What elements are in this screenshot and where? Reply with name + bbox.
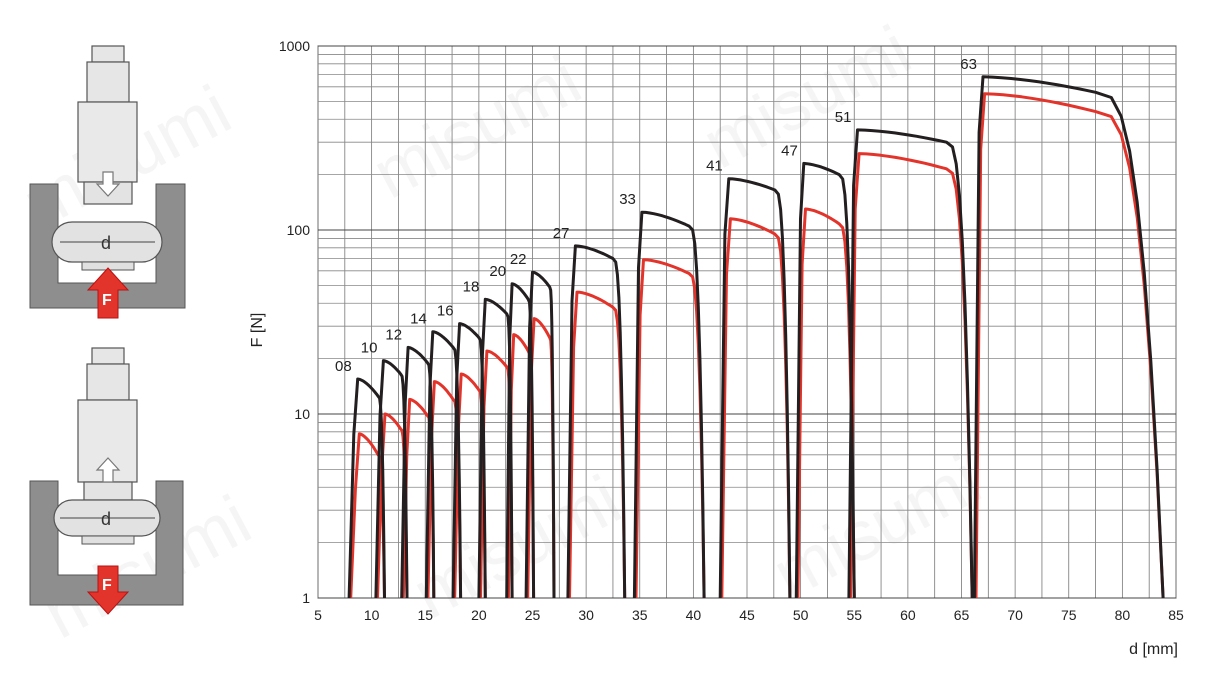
plunger-tip	[91, 45, 125, 63]
size-label-16: 16	[437, 303, 454, 320]
chart: 5 10 15 20 25 30 35 40 45 50 55 60 65 70 75 80 85 110100…	[249, 38, 1184, 658]
plunger-shaft-2	[86, 363, 130, 401]
curve-dark-08	[347, 377, 386, 599]
x-tick-label: 55	[846, 607, 862, 623]
diagram-push-in: d F	[29, 45, 186, 319]
size-label-18: 18	[463, 278, 480, 295]
size-label-10: 10	[361, 340, 378, 357]
size-label-33: 33	[619, 191, 636, 208]
curve-dark-12	[400, 345, 436, 599]
curve-dark-33	[632, 210, 706, 599]
curve-red-33	[634, 258, 706, 599]
force-arrow-up-icon	[86, 267, 130, 319]
d-label-2: d	[101, 509, 111, 529]
force-label-top: F	[102, 292, 112, 309]
size-label-41: 41	[706, 158, 723, 175]
curve-dark-51	[847, 128, 974, 599]
curve-red-63	[974, 92, 1165, 599]
x-tick-label: 5	[314, 607, 322, 623]
curve-dark-41	[718, 177, 792, 599]
x-tick-labels: 5 10 15 20 25 30 35 40 45 50 55 60 65 70 75 80 85	[314, 607, 1184, 623]
size-label-12: 12	[385, 326, 402, 343]
curve-dark-63	[972, 75, 1165, 599]
y-tick-label: 1000	[279, 38, 310, 54]
size-label-20: 20	[489, 263, 506, 280]
watermark-text-2: misumi	[360, 40, 592, 213]
size-label-63: 63	[960, 56, 977, 73]
curve-dark-27	[566, 244, 627, 599]
x-tick-label: 50	[793, 607, 809, 623]
y-tick-labels: 1 10 100 1000	[279, 38, 310, 606]
x-tick-label: 60	[900, 607, 916, 623]
plunger-body	[77, 101, 138, 183]
plunger-tip-2	[91, 347, 125, 365]
force-arrow-down-icon	[86, 565, 130, 615]
series-dark	[347, 75, 1165, 599]
x-tick-label: 80	[1115, 607, 1131, 623]
ball-lower-2	[81, 535, 135, 545]
x-tick-label: 40	[686, 607, 702, 623]
y-tick-label: 10	[294, 406, 310, 422]
x-tick-label: 15	[417, 607, 433, 623]
size-label-27: 27	[553, 225, 570, 242]
x-tick-label: 85	[1168, 607, 1184, 623]
curve-dark-20	[505, 282, 536, 599]
watermark-text-5: misumi	[400, 460, 632, 633]
size-label-22: 22	[510, 251, 527, 268]
y-tick-label: 1	[302, 590, 310, 606]
x-axis-label: d [mm]	[1129, 641, 1178, 658]
curve-dark-14	[424, 330, 463, 599]
down-arrow-icon	[95, 171, 121, 197]
x-tick-label: 10	[364, 607, 380, 623]
diagram-push-out: d F	[29, 347, 184, 615]
force-label-bottom: F	[102, 577, 112, 594]
x-tick-label: 30	[578, 607, 594, 623]
up-arrow-icon	[95, 457, 121, 483]
plunger-shaft	[86, 61, 130, 103]
size-label-14: 14	[410, 311, 427, 328]
size-label-51: 51	[835, 109, 852, 126]
plunger-collar-2	[83, 481, 133, 501]
size-label-08: 08	[335, 358, 352, 375]
x-tick-label: 25	[525, 607, 541, 623]
curve-dark-22	[524, 270, 556, 599]
size-label-47: 47	[781, 142, 798, 159]
x-tick-label: 20	[471, 607, 487, 623]
curve-dark-47	[794, 161, 856, 599]
y-axis-label: F [N]	[249, 313, 266, 348]
x-tick-label: 35	[632, 607, 648, 623]
x-tick-label: 75	[1061, 607, 1077, 623]
d-label: d	[101, 233, 111, 253]
y-tick-label: 100	[287, 222, 311, 238]
x-tick-label: 65	[954, 607, 970, 623]
x-tick-label: 45	[739, 607, 755, 623]
x-tick-label: 70	[1007, 607, 1023, 623]
